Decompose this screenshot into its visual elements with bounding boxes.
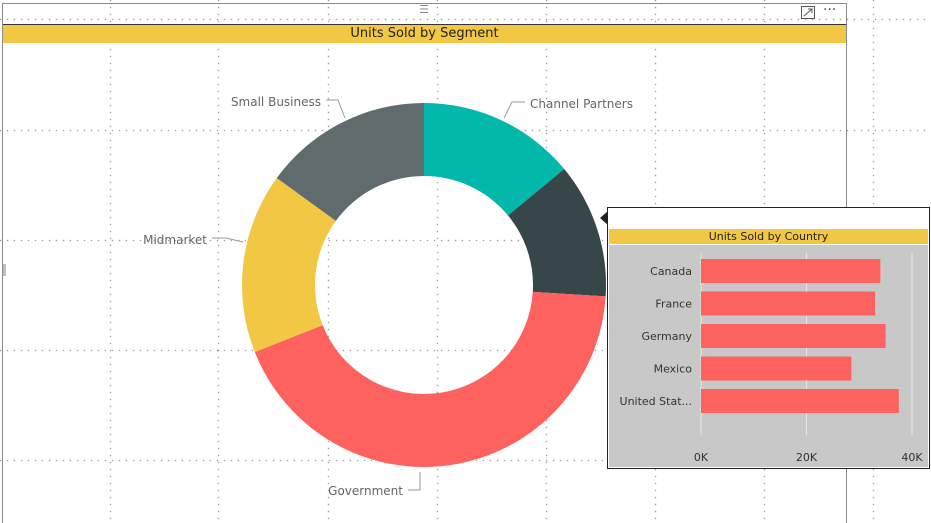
country-bar-chart: 0K 20K 40K Canada France Germany Mexico United …	[620, 253, 923, 464]
x-tick-label: 0K	[694, 451, 709, 464]
tooltip-title: Units Sold by Country	[609, 229, 928, 244]
y-category-label: France	[655, 298, 692, 311]
bar-united-stat-[interactable]	[701, 389, 899, 413]
donut-slice-government[interactable]	[254, 291, 606, 468]
report-page-tooltip: Units Sold by Country 0K 20K 40K Canada Fran…	[607, 207, 930, 469]
visual-header: ☰ ···	[3, 2, 846, 24]
leader-line	[503, 101, 525, 119]
x-tick-label: 40K	[901, 451, 923, 464]
leader-line	[326, 99, 346, 119]
tooltip-body: 0K 20K 40K Canada France Germany Mexico United …	[609, 245, 928, 467]
donut-label-channel-partners: Channel Partners	[530, 97, 633, 111]
donut-label-midmarket: Midmarket	[143, 233, 207, 247]
donut-label-small-business: Small Business	[231, 95, 321, 109]
y-category-label: United Stat...	[620, 395, 692, 408]
leader-line	[408, 472, 421, 491]
donut-slice-enterprise[interactable]	[507, 168, 606, 297]
bar-mexico[interactable]	[701, 356, 852, 381]
more-options-icon[interactable]: ···	[823, 2, 837, 18]
bar-france[interactable]	[701, 291, 876, 316]
tooltip-pointer	[600, 211, 608, 225]
drag-handle-icon[interactable]: ☰	[419, 3, 429, 16]
focus-mode-icon[interactable]	[801, 6, 815, 19]
y-category-label: Canada	[650, 265, 692, 278]
resize-handle-left[interactable]	[3, 264, 6, 276]
x-tick-label: 20K	[796, 451, 818, 464]
bar-germany[interactable]	[701, 324, 886, 348]
y-category-label: Germany	[641, 330, 692, 343]
donut-visual-container[interactable]: ☰ ··· Units Sold by Segment	[2, 2, 848, 523]
bar-canada[interactable]	[701, 259, 881, 283]
donut-slice-small-business[interactable]	[276, 103, 424, 221]
donut-slice-channel-partners[interactable]	[424, 103, 565, 216]
y-category-label: Mexico	[654, 363, 693, 376]
leader-line	[212, 237, 244, 243]
visual-title: Units Sold by Segment	[3, 24, 846, 43]
donut-label-government: Government	[328, 484, 403, 498]
donut-slice-midmarket[interactable]	[242, 178, 336, 352]
